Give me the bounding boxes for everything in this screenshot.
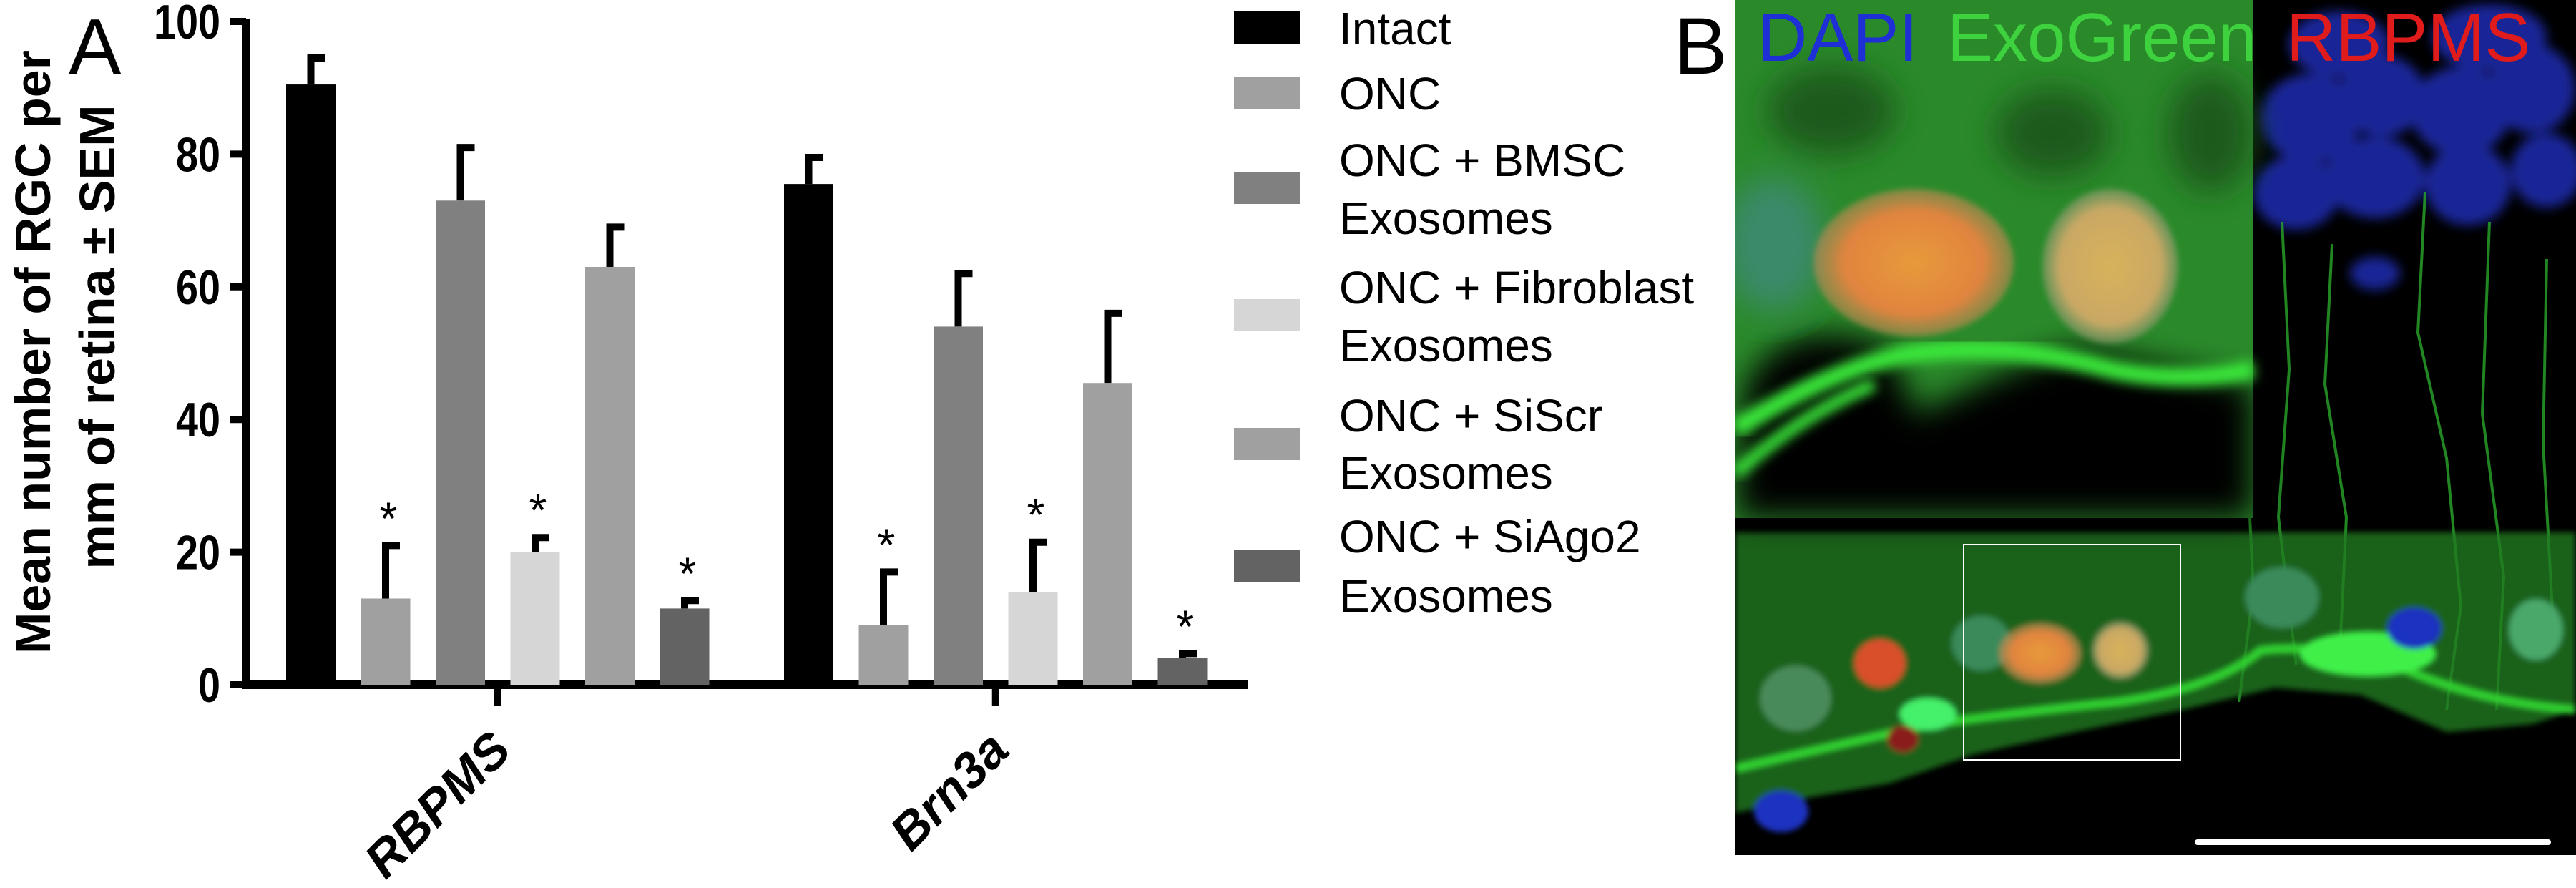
significance-marker: * xyxy=(878,519,896,570)
y-tick-label: 0 xyxy=(198,659,220,713)
bar xyxy=(1083,383,1132,685)
y-axis-label: Mean number of RGC per mm of retina ± SE… xyxy=(5,50,125,654)
y-axis-label-line-1: Mean number of RGC per xyxy=(5,50,61,654)
legend-label: ONC xyxy=(1339,68,1441,119)
legend-swatch xyxy=(1234,550,1300,582)
significance-marker: * xyxy=(380,492,398,544)
micrograph: DAPI ExoGreen RBPMS xyxy=(1735,0,2576,855)
bar-plot: 0 20 40 60 80 100 * * * RBPMS * * * Brn3a xyxy=(154,0,1248,888)
inset-region-box xyxy=(1963,544,2181,761)
bar xyxy=(585,266,635,685)
legend-swatch xyxy=(1234,77,1300,109)
bar xyxy=(858,625,909,685)
legend-label: Exosomes xyxy=(1339,320,1553,371)
y-tick-label: 20 xyxy=(176,526,220,580)
panel-a-label: A xyxy=(69,3,122,91)
significance-marker: * xyxy=(1177,600,1195,652)
bar xyxy=(1157,658,1208,685)
legend-label: Exosomes xyxy=(1339,570,1553,622)
ganglion-layer xyxy=(1735,532,2576,832)
legend-swatch xyxy=(1234,299,1300,331)
legend-label: Exosomes xyxy=(1339,192,1553,244)
bar xyxy=(660,608,710,685)
bar xyxy=(934,326,983,685)
bar xyxy=(286,84,336,685)
stain-labels: DAPI ExoGreen RBPMS xyxy=(1758,0,2530,76)
significance-marker: * xyxy=(679,547,697,599)
panel-b-label: B xyxy=(1674,1,1728,91)
legend-swatch xyxy=(1234,11,1300,44)
significance-marker: * xyxy=(529,484,547,536)
legend-swatch xyxy=(1234,428,1300,460)
x-tick-label: RBPMS xyxy=(353,721,521,888)
legend-label: Intact xyxy=(1339,3,1451,54)
legend-label: ONC + SiScr xyxy=(1339,390,1602,441)
zoom-inset xyxy=(1735,0,2256,518)
bar xyxy=(361,598,411,685)
y-tick-label: 40 xyxy=(176,394,220,447)
y-tick-label: 60 xyxy=(176,261,220,315)
y-tick-label: 100 xyxy=(154,0,220,49)
bar xyxy=(784,184,833,685)
legend-swatch xyxy=(1234,172,1300,204)
stain-label-exogreen: ExoGreen xyxy=(1947,0,2256,76)
legend-label: Exosomes xyxy=(1339,447,1553,499)
stain-label-dapi: DAPI xyxy=(1758,0,1918,76)
legend-label: ONC + BMSC xyxy=(1339,135,1625,186)
dapi-nuclei xyxy=(2253,4,2576,290)
significance-marker: * xyxy=(1027,489,1045,541)
bar xyxy=(510,552,560,685)
legend-label: ONC + SiAgo2 xyxy=(1339,511,1641,562)
legend-label: ONC + Fibroblast xyxy=(1339,262,1694,313)
x-tick-label: Brn3a xyxy=(879,721,1019,860)
scale-bar xyxy=(2195,839,2551,845)
stain-label-rbpms: RBPMS xyxy=(2286,0,2530,76)
bar xyxy=(436,200,485,685)
y-tick-label: 80 xyxy=(176,128,220,182)
legend: Intact ONC ONC + BMSC Exosomes ONC + Fibrobl… xyxy=(1234,3,1694,622)
y-axis-label-line-2: mm of retina ± SEM xyxy=(69,104,125,569)
bar xyxy=(1008,592,1058,685)
